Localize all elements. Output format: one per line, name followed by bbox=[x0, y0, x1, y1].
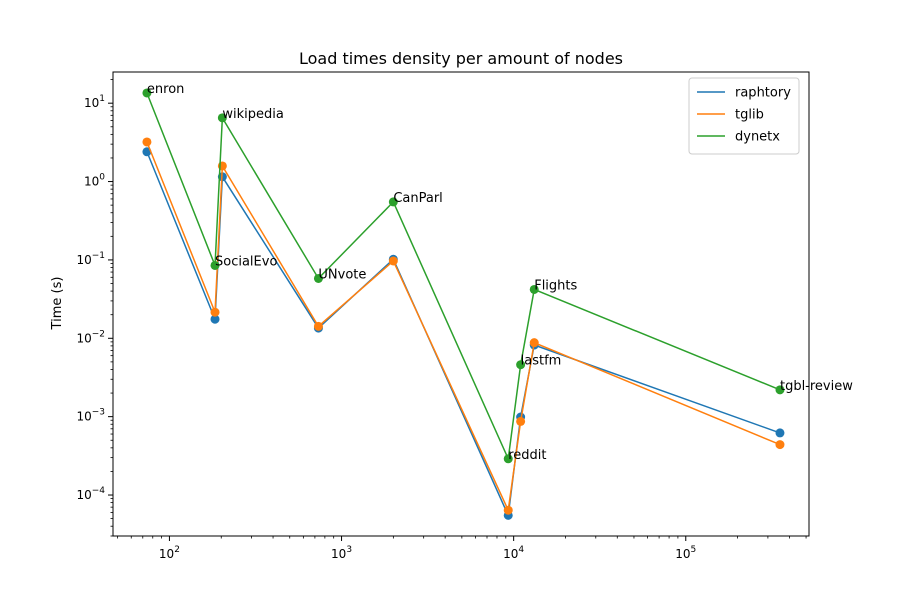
data-point-dynetx bbox=[388, 197, 398, 207]
data-point-tglib bbox=[529, 338, 539, 348]
y-tick-label: 101 bbox=[84, 94, 105, 110]
y-tick-label: 100 bbox=[84, 173, 105, 189]
data-point-dynetx bbox=[210, 260, 220, 270]
point-annotation: UNvote bbox=[318, 267, 366, 282]
data-point-tglib bbox=[388, 256, 398, 266]
data-point-tglib bbox=[313, 321, 323, 331]
legend-box bbox=[688, 77, 800, 155]
data-point-tglib bbox=[503, 505, 513, 515]
data-point-dynetx bbox=[775, 385, 785, 395]
data-point-raphtory bbox=[210, 314, 220, 324]
plot-frame bbox=[112, 71, 810, 537]
y-tick-label: 10−2 bbox=[76, 329, 105, 345]
y-tick-label: 10−1 bbox=[76, 251, 105, 267]
y-tick-label: 10−4 bbox=[76, 486, 105, 502]
point-annotation: CanParl bbox=[393, 191, 442, 206]
point-annotation: tgbl-review bbox=[780, 379, 853, 394]
series-line-tglib bbox=[146, 141, 781, 513]
y-axis: 101 100 10−1 10−2 10−3 10−4 bbox=[76, 79, 113, 537]
data-point-tglib bbox=[516, 416, 526, 426]
data-point-dynetx bbox=[313, 273, 323, 283]
annotation-layer: enron SocialEvo wikipedia UNvote CanParl redd… bbox=[147, 82, 853, 463]
point-annotation: wikipedia bbox=[222, 107, 283, 122]
data-point-dynetx bbox=[217, 113, 227, 123]
chart-title: Load times density per amount of nodes bbox=[299, 49, 623, 68]
series-line-raphtory bbox=[146, 151, 781, 519]
series-tglib bbox=[142, 137, 785, 515]
data-point-tglib bbox=[210, 307, 220, 317]
x-tick-label: 102 bbox=[159, 545, 180, 561]
y-tick-label: 10−3 bbox=[76, 408, 105, 424]
data-point-dynetx bbox=[142, 88, 152, 98]
y-axis-label: Time (s) bbox=[50, 277, 65, 331]
data-point-tglib bbox=[142, 137, 152, 147]
data-point-dynetx bbox=[503, 454, 513, 464]
point-annotation: SocialEvo bbox=[215, 254, 277, 269]
data-point-dynetx bbox=[529, 284, 539, 294]
x-tick-label: 103 bbox=[331, 545, 352, 561]
legend-label-tglib: tglib bbox=[735, 108, 764, 123]
series-dynetx bbox=[142, 88, 785, 464]
point-annotation: Flights bbox=[534, 278, 577, 293]
legend-label-dynetx: dynetx bbox=[735, 130, 780, 145]
legend-label-raphtory: raphtory bbox=[735, 86, 791, 101]
series-line-dynetx bbox=[146, 92, 781, 462]
point-annotation: enron bbox=[147, 82, 185, 97]
legend: raphtory tglib dynetx bbox=[688, 77, 800, 155]
point-annotation: lastfm bbox=[521, 354, 562, 369]
x-tick-label: 104 bbox=[503, 545, 524, 561]
series-layer bbox=[142, 88, 785, 520]
point-annotation: reddit bbox=[508, 448, 546, 463]
data-point-dynetx bbox=[516, 360, 526, 370]
x-axis: 102 103 104 105 bbox=[117, 536, 807, 561]
x-tick-label: 105 bbox=[675, 545, 696, 561]
data-point-raphtory bbox=[775, 428, 785, 438]
data-point-tglib bbox=[775, 440, 785, 450]
series-raphtory bbox=[142, 147, 785, 520]
